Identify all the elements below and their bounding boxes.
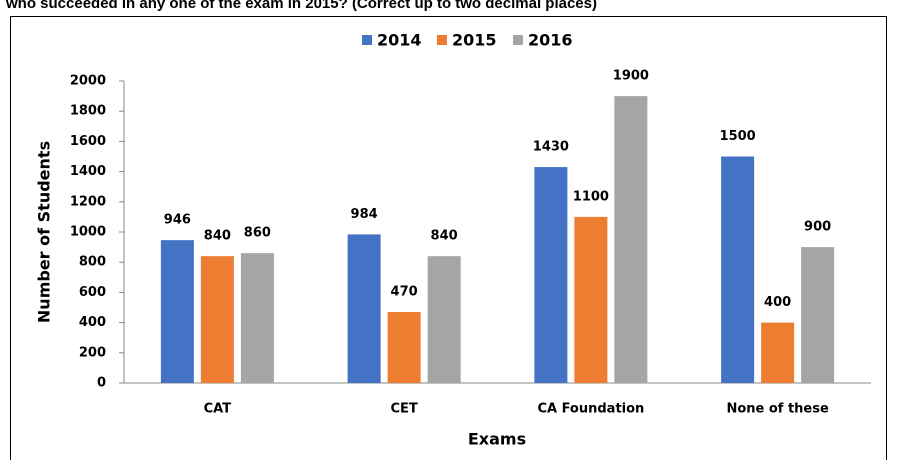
y-tick-label: 200 <box>79 345 106 360</box>
legend-label: 2014 <box>377 31 422 50</box>
value-label: 1100 <box>573 189 609 204</box>
value-label: 946 <box>164 213 191 228</box>
value-label: 860 <box>244 226 271 241</box>
value-label: 900 <box>804 220 831 235</box>
bar <box>160 240 194 383</box>
y-tick-label: 600 <box>79 285 106 300</box>
bar <box>721 156 755 383</box>
value-label: 840 <box>204 229 231 244</box>
bar <box>761 322 795 383</box>
value-label: 400 <box>764 295 791 310</box>
bar <box>801 247 835 383</box>
x-tick-label: CET <box>390 402 417 417</box>
bar <box>387 312 421 383</box>
value-label: 1900 <box>613 69 649 84</box>
legend-swatch <box>513 35 523 45</box>
y-tick-label: 1600 <box>70 134 106 149</box>
x-tick-label: None of these <box>726 402 829 417</box>
x-tick-label: CAT <box>204 402 232 417</box>
y-tick-label: 1800 <box>70 104 106 119</box>
y-tick-label: 2000 <box>70 74 106 89</box>
value-label: 1500 <box>720 129 756 144</box>
legend-swatch <box>362 35 372 45</box>
bar <box>534 167 568 383</box>
y-tick-label: 1400 <box>70 164 106 179</box>
bar <box>574 216 608 383</box>
question-text: who succeeded in any one of the exam in … <box>5 0 597 12</box>
bar <box>240 253 274 383</box>
bar <box>200 256 234 383</box>
y-tick-label: 400 <box>79 315 106 330</box>
legend-swatch <box>437 35 447 45</box>
y-tick-label: 1000 <box>70 225 106 240</box>
value-label: 840 <box>431 229 458 244</box>
x-axis-label: Exams <box>468 430 526 449</box>
chart-frame <box>10 16 887 460</box>
value-label: 984 <box>351 207 378 222</box>
value-label: 1430 <box>533 140 569 155</box>
legend-label: 2015 <box>452 31 497 50</box>
bar <box>427 256 461 383</box>
y-tick-label: 800 <box>79 255 106 270</box>
y-tick-label: 0 <box>97 376 106 391</box>
value-label: 470 <box>391 285 418 300</box>
bar <box>614 96 648 383</box>
legend-label: 2016 <box>528 31 573 50</box>
x-tick-label: CA Foundation <box>537 402 644 417</box>
y-tick-label: 1200 <box>70 194 106 209</box>
bar <box>347 234 381 383</box>
y-axis-label: Number of Students <box>35 141 54 323</box>
